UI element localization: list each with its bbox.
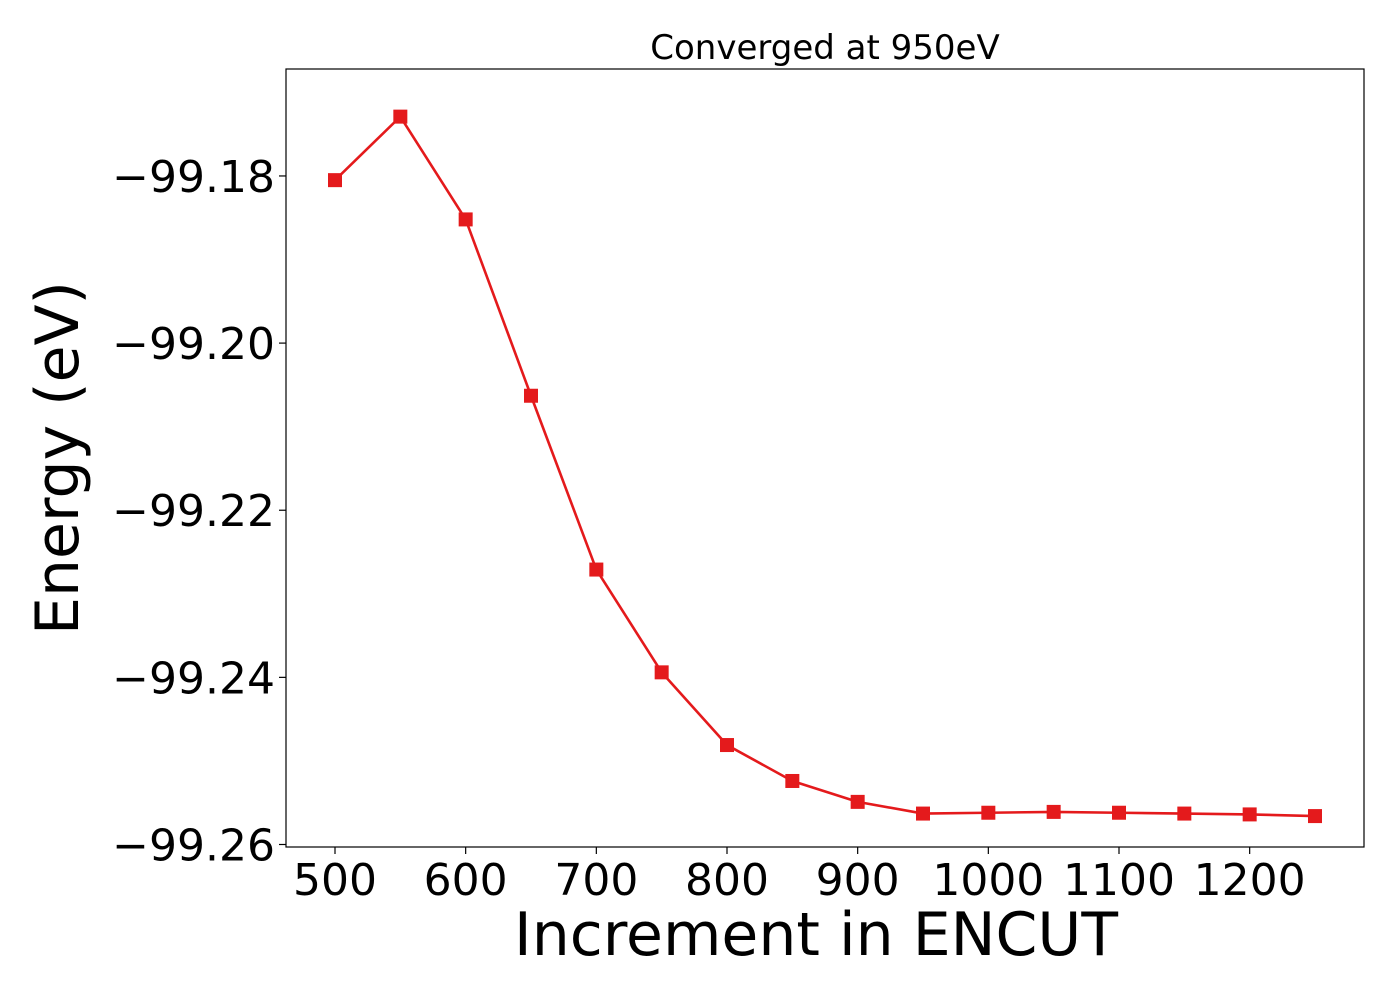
y-axis: −99.18 −99.20 −99.22 −99.24 −99.26 (112, 152, 286, 871)
data-point-marker (654, 665, 669, 680)
data-point-marker (328, 173, 342, 188)
series-line (334, 115, 1316, 818)
data-point-marker (1046, 804, 1061, 819)
data-point-marker (981, 805, 996, 820)
x-tick-label: 900 (816, 855, 900, 906)
y-tick-label: −99.18 (112, 152, 275, 203)
x-tick-label: 1100 (1063, 855, 1175, 906)
plot-frame (285, 68, 1365, 848)
y-tick-label: −99.22 (112, 486, 275, 537)
y-axis-label: Energy (eV) (23, 281, 93, 635)
plot-area (328, 109, 1322, 824)
data-point-marker (785, 773, 800, 788)
data-point-marker (850, 794, 865, 809)
data-point-marker (1177, 806, 1192, 821)
data-point-marker (524, 388, 538, 403)
data-point-marker (589, 562, 604, 577)
x-tick-label: 1000 (932, 855, 1044, 906)
data-point-marker (1308, 809, 1322, 824)
chart-title: Converged at 950eV (650, 28, 999, 68)
x-axis-label: Increment in ENCUT (514, 900, 1118, 970)
data-point-marker (393, 109, 408, 124)
data-point-marker (720, 738, 734, 753)
x-axis: 500 600 700 800 900 1000 1100 1200 (293, 847, 1306, 906)
x-tick-label: 500 (293, 855, 377, 906)
y-tick-label: −99.26 (112, 820, 275, 871)
x-tick-label: 1200 (1194, 855, 1306, 906)
x-tick-label: 800 (685, 855, 769, 906)
data-point-marker (1112, 805, 1126, 820)
data-point-marker (916, 806, 930, 821)
x-tick-label: 700 (554, 855, 638, 906)
y-tick-label: −99.24 (112, 653, 275, 704)
x-tick-label: 600 (424, 855, 508, 906)
data-point-marker (1242, 807, 1257, 822)
y-tick-label: −99.20 (112, 319, 275, 370)
data-point-marker (458, 212, 473, 227)
